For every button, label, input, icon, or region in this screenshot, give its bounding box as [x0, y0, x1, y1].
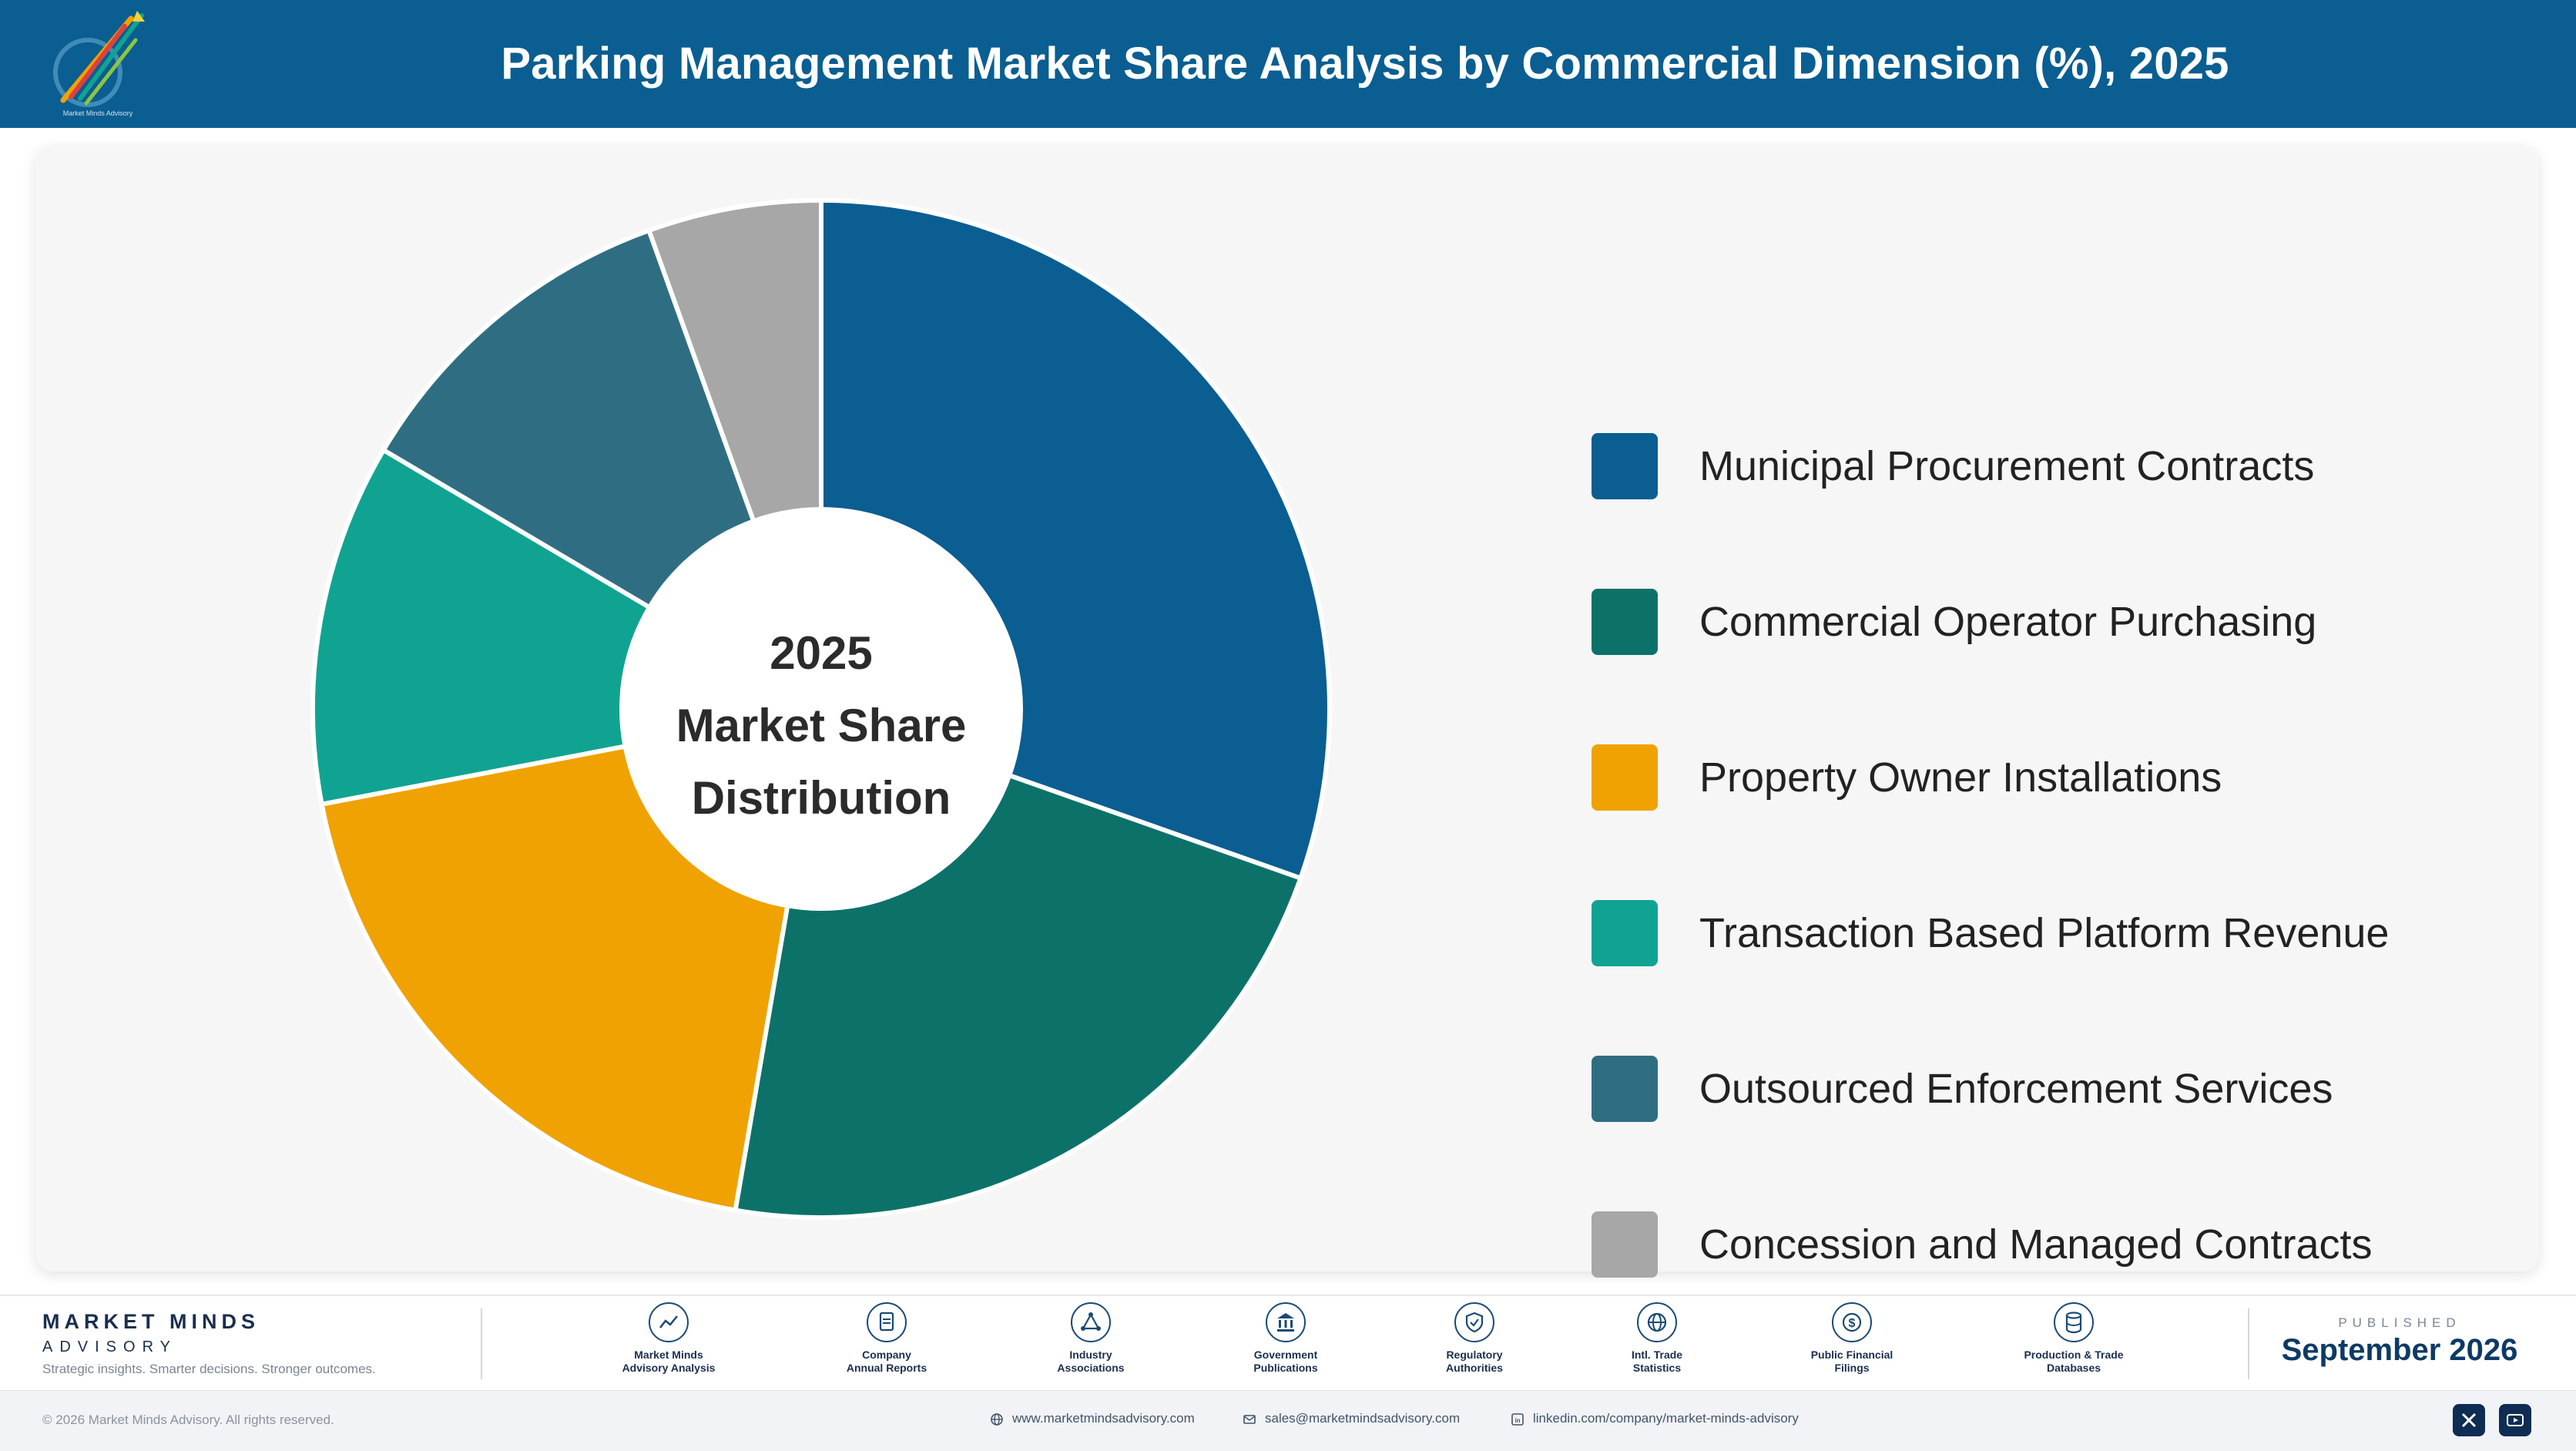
chart-line-icon	[649, 1302, 689, 1342]
government-building-icon	[1266, 1302, 1306, 1342]
mail-icon	[1243, 1414, 1256, 1424]
legend-swatch	[1592, 744, 1658, 811]
source-industry-associations[interactable]: Industry Associations	[1014, 1302, 1168, 1375]
legend-item-property-owner[interactable]: Property Owner Installations	[1592, 744, 2531, 811]
dollar-coin-icon: $	[1832, 1302, 1872, 1342]
logo-graphic: Market Minds Advisory	[53, 11, 145, 117]
linkedin-text: linkedin.com/company/market-minds-adviso…	[1533, 1411, 1799, 1426]
network-icon	[1071, 1302, 1111, 1342]
source-public-financial-filings[interactable]: $ Public Financial Filings	[1775, 1302, 1929, 1375]
legend-swatch	[1592, 900, 1658, 966]
published-date: September 2026	[2281, 1333, 2518, 1367]
legend-label: Property Owner Installations	[1699, 754, 2222, 801]
footer-tagline: Strategic insights. Smarter decisions. S…	[42, 1362, 376, 1376]
website-link[interactable]: www.marketmindsadvisory.com	[989, 1411, 1195, 1427]
source-label: Intl. Trade Statistics	[1631, 1349, 1683, 1374]
legend-item-concession[interactable]: Concession and Managed Contracts	[1592, 1211, 2531, 1278]
x-social-button[interactable]	[2453, 1404, 2485, 1436]
svg-text:$: $	[1849, 1317, 1856, 1330]
x-icon	[2461, 1412, 2477, 1428]
document-icon	[867, 1302, 907, 1342]
header-bar: Market Minds Advisory Parking Management…	[0, 0, 2576, 128]
center-label-subtitle: Distribution	[692, 772, 951, 824]
source-label: Industry Associations	[1057, 1349, 1125, 1374]
email-text: sales@marketmindsadvisory.com	[1265, 1411, 1461, 1426]
legend-swatch	[1592, 1056, 1658, 1122]
footer-brand-name: MARKET MINDS	[42, 1310, 260, 1333]
company-logo[interactable]: Market Minds Advisory	[40, 9, 156, 121]
bottom-bar	[0, 1390, 2576, 1451]
copyright-text: © 2026 Market Minds Advisory. All rights…	[42, 1412, 334, 1427]
center-label-title: Market Share	[676, 700, 967, 751]
youtube-icon	[2507, 1414, 2524, 1426]
source-label: Government Publications	[1253, 1349, 1318, 1374]
youtube-social-button[interactable]	[2499, 1404, 2531, 1436]
footer-divider	[481, 1308, 482, 1379]
source-company-annual-reports[interactable]: Company Annual Reports	[810, 1302, 964, 1375]
published-label: PUBLISHED	[2338, 1315, 2461, 1330]
legend-swatch	[1592, 1211, 1658, 1278]
source-intl-trade-statistics[interactable]: Intl. Trade Statistics	[1580, 1302, 1734, 1375]
legend-label: Commercial Operator Purchasing	[1699, 599, 2317, 645]
source-label: Public Financial Filings	[1810, 1349, 1893, 1374]
globe-icon	[1637, 1302, 1677, 1342]
linkedin-icon: in	[1511, 1412, 1524, 1426]
source-label: Production & Trade Databases	[2024, 1349, 2124, 1374]
legend-label: Outsourced Enforcement Services	[1699, 1066, 2333, 1112]
legend-item-municipal[interactable]: Municipal Procurement Contracts	[1592, 433, 2531, 499]
email-link[interactable]: sales@marketmindsadvisory.com	[1242, 1411, 1460, 1427]
data-sources: Market Minds Advisory Analysis Company A…	[570, 1302, 2172, 1387]
legend-item-transaction-platform[interactable]: Transaction Based Platform Revenue	[1592, 900, 2531, 966]
source-regulatory-authorities[interactable]: Regulatory Authorities	[1397, 1302, 1551, 1375]
logo-caption: Market Minds Advisory	[63, 109, 133, 117]
legend-item-outsourced-enforcement[interactable]: Outsourced Enforcement Services	[1592, 1056, 2531, 1122]
source-market-minds-analysis[interactable]: Market Minds Advisory Analysis	[592, 1302, 746, 1375]
donut-chart: 2025 Market Share Distribution	[310, 198, 1332, 1220]
svg-text:in: in	[1514, 1417, 1520, 1424]
globe-icon	[991, 1412, 1003, 1426]
donut-hole	[619, 507, 1023, 911]
chart-card: 2025 Market Share Distribution Municipal…	[35, 146, 2539, 1278]
page-title: Parking Management Market Share Analysis…	[501, 39, 2229, 89]
source-label: Company Annual Reports	[846, 1349, 927, 1374]
shield-check-icon	[1454, 1302, 1494, 1342]
legend-swatch	[1592, 589, 1658, 655]
legend-swatch	[1592, 433, 1658, 499]
source-label: Regulatory Authorities	[1446, 1349, 1503, 1374]
source-government-publications[interactable]: Government Publications	[1209, 1302, 1363, 1375]
database-icon	[2054, 1302, 2094, 1342]
legend-label: Concession and Managed Contracts	[1699, 1221, 2373, 1268]
source-label: Market Minds Advisory Analysis	[622, 1349, 716, 1374]
legend-label: Transaction Based Platform Revenue	[1699, 910, 2390, 956]
footer-divider	[2248, 1308, 2249, 1379]
center-label-year: 2025	[770, 627, 872, 679]
legend-label: Municipal Procurement Contracts	[1699, 443, 2315, 489]
footer-brand-sub: ADVISORY	[42, 1338, 177, 1355]
legend-item-commercial-operator[interactable]: Commercial Operator Purchasing	[1592, 589, 2531, 655]
website-text: www.marketmindsadvisory.com	[1012, 1411, 1195, 1426]
source-production-trade-databases[interactable]: Production & Trade Databases	[1997, 1302, 2151, 1375]
linkedin-link[interactable]: in linkedin.com/company/market-minds-advi…	[1510, 1411, 1799, 1427]
